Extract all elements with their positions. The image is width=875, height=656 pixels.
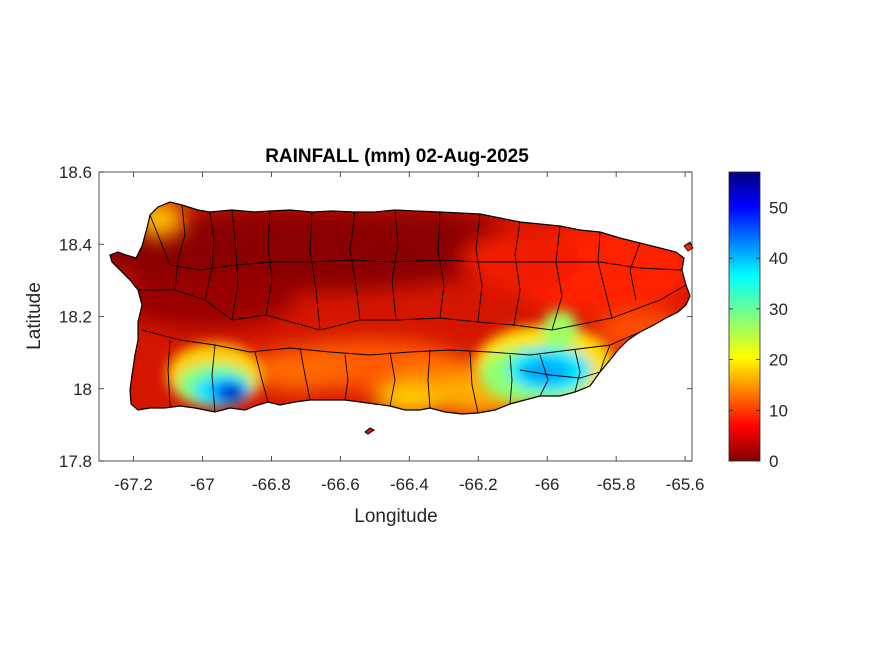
municipality-boundary (509, 354, 513, 405)
x-tick-label: -67.2 (114, 475, 153, 494)
municipality-boundary (574, 349, 581, 393)
x-tick-label: -65.6 (666, 475, 705, 494)
municipality-boundary (469, 351, 479, 414)
y-axis-label: Latitude (24, 282, 45, 350)
municipality-boundary (597, 231, 613, 319)
municipality-boundary (254, 351, 269, 403)
field-south-orange (135, 202, 685, 414)
colorbar-ticks: 0 10 20 30 40 50 (729, 198, 788, 471)
municipality-boundary (513, 221, 521, 326)
municipality-boundary (344, 354, 349, 401)
x-axis-label: Longitude (354, 506, 437, 527)
coastline (109, 201, 691, 415)
municipality-boundary (551, 225, 563, 331)
municipality-boundary (138, 284, 687, 331)
municipality-boundary (437, 211, 445, 319)
y-tick-label: 18.4 (59, 235, 92, 254)
municipality-boundary (391, 209, 399, 321)
municipality-boundary (475, 213, 483, 323)
colorbar: 0 10 20 30 40 50 (728, 171, 788, 471)
municipality-boundaries (138, 204, 687, 414)
y-tick-label: 18.2 (59, 308, 92, 327)
x-tick-label: -66 (535, 475, 560, 494)
colorbar-tick-label: 30 (769, 300, 788, 319)
field-southeast-peak (475, 310, 615, 405)
municipality-boundary (599, 344, 611, 373)
municipality-boundary (427, 349, 431, 409)
colorbar-tick-label: 10 (769, 401, 788, 420)
y-tick-label: 18 (73, 380, 92, 399)
municipality-boundary (539, 354, 549, 397)
colorbar-gradient (728, 171, 761, 462)
colorbar-tick-label: 50 (769, 198, 788, 217)
colorbar-tick-label: 40 (769, 249, 788, 268)
y-tick-label: 17.8 (59, 452, 92, 471)
municipality-boundary (349, 211, 361, 321)
y-axis: 17.8 18 18.2 18.4 18.6 (59, 163, 692, 471)
municipality-boundary (309, 211, 321, 331)
x-tick-label: -67 (190, 475, 215, 494)
municipality-boundary (519, 369, 601, 379)
municipality-boundary (231, 209, 239, 321)
caja-de-muertos (364, 427, 375, 435)
y-tick-label: 18.6 (59, 163, 92, 182)
field-southwest-peak (167, 343, 263, 407)
colorbar-tick-label: 0 (769, 452, 778, 471)
municipality-boundary (149, 214, 171, 266)
x-tick-label: -65.8 (597, 475, 636, 494)
municipality-boundary (299, 347, 311, 401)
plot-title: RAINFALL (mm) 02-Aug-2025 (265, 146, 529, 167)
municipality-boundary (174, 204, 186, 291)
x-tick-label: -66.6 (321, 475, 360, 494)
x-tick-label: -66.4 (390, 475, 429, 494)
x-axis: -67.2 -67 -66.8 -66.6 -66.4 -66.2 -66 -65.8 -65.… (114, 172, 704, 494)
map-axes: -67.2 -67 -66.8 -66.6 -66.4 -66.2 -66 -65.8 -65.… (24, 163, 704, 527)
field-north-dry (110, 208, 510, 328)
municipality-boundary (167, 339, 171, 407)
municipality-boundary (204, 211, 215, 301)
municipality-boundary (629, 242, 641, 301)
x-tick-label: -66.8 (252, 475, 291, 494)
municipality-boundary (211, 344, 216, 413)
municipality-boundary (169, 259, 683, 271)
colorbar-tick-label: 20 (769, 351, 788, 370)
x-tick-label: -66.2 (459, 475, 498, 494)
municipality-boundary (389, 351, 396, 407)
